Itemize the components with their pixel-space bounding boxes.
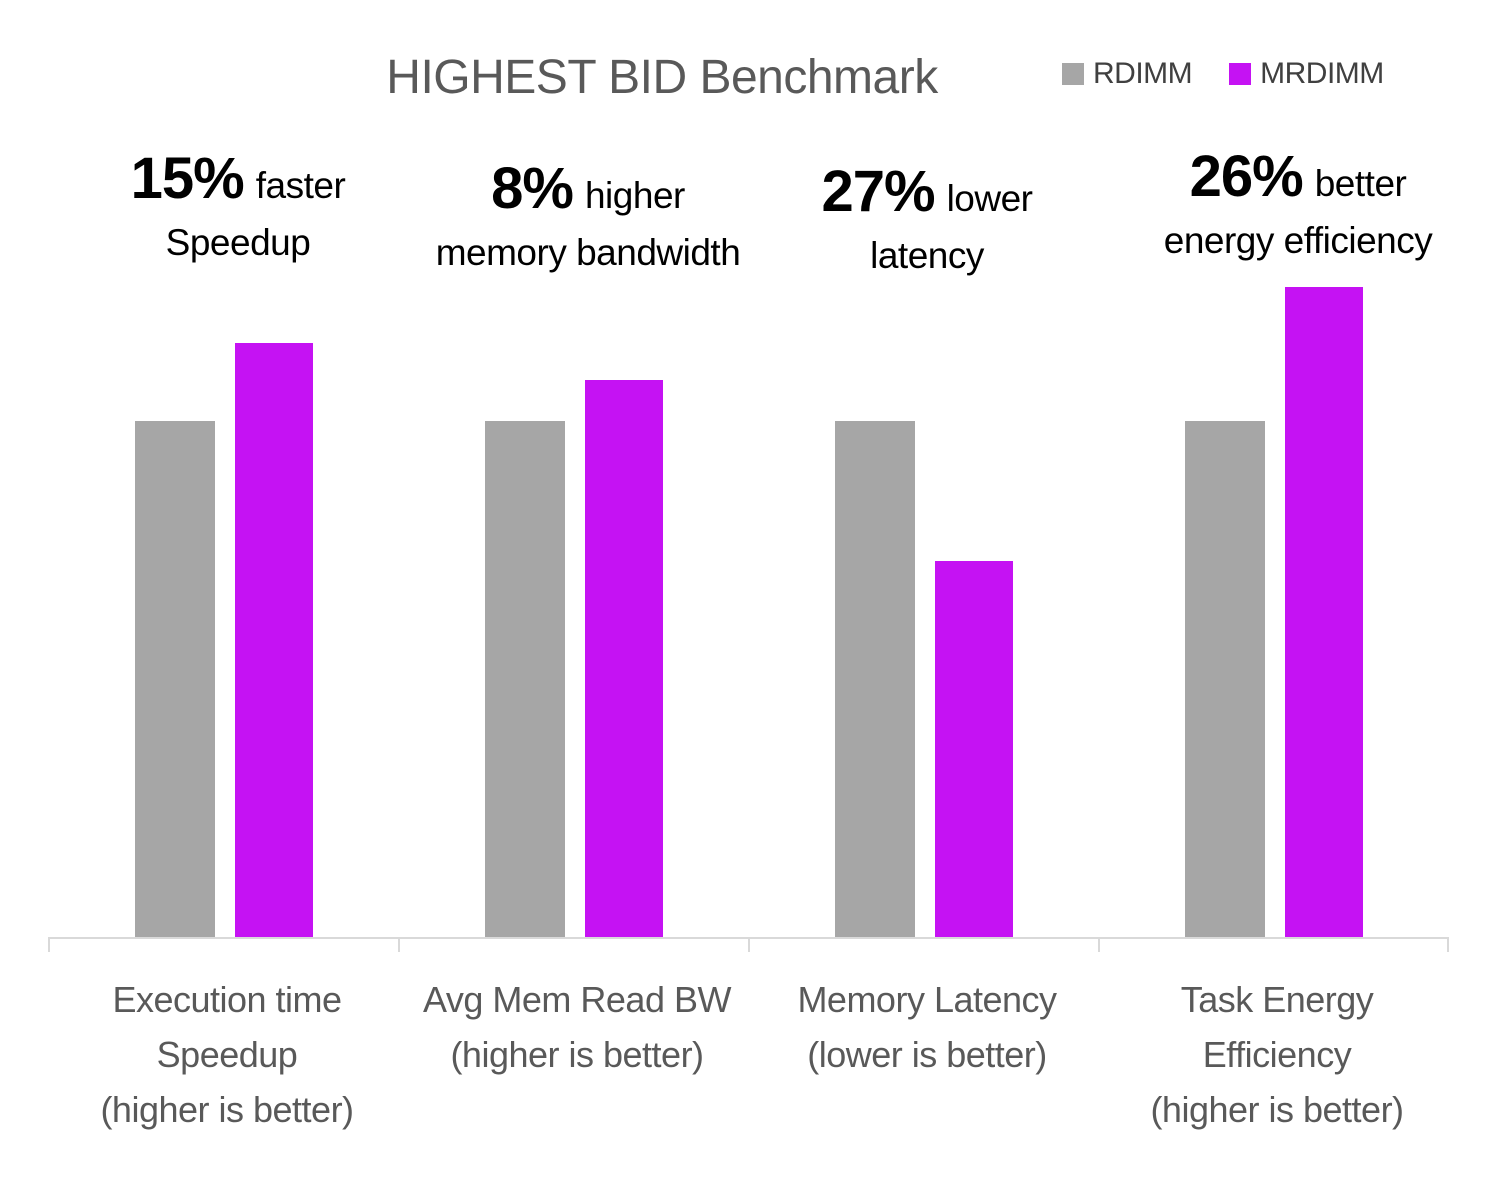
x-axis-tick bbox=[1447, 937, 1449, 952]
x-axis-label-group3: Memory Latency (lower is better) bbox=[797, 979, 1057, 1075]
bar-mrdimm-group3 bbox=[935, 561, 1013, 938]
annotation-subject: Speedup bbox=[165, 222, 311, 263]
annotation-subject: memory bandwidth bbox=[435, 232, 741, 273]
annotation-headline: 26% better bbox=[1113, 148, 1483, 206]
x-axis-tick bbox=[1098, 937, 1100, 952]
annotation-group4: 26% better energy efficiency bbox=[1113, 148, 1483, 262]
bar-mrdimm-group2 bbox=[585, 380, 663, 938]
annotation-suffix: higher bbox=[584, 175, 685, 216]
x-axis-label-group1: Execution time Speedup (higher is better… bbox=[100, 979, 354, 1130]
annotation-percent-value: 8% bbox=[491, 156, 574, 221]
x-axis-tick bbox=[48, 937, 50, 952]
chart-title: HIGHEST BID Benchmark bbox=[386, 51, 938, 104]
annotation-suffix: faster bbox=[255, 165, 346, 206]
x-axis-tick bbox=[398, 937, 400, 952]
annotation-subject: latency bbox=[870, 235, 984, 276]
annotation-group3: 27% lower latency bbox=[742, 163, 1112, 277]
annotation-suffix: lower bbox=[946, 178, 1033, 219]
legend-label-mrdimm: MRDIMM bbox=[1260, 57, 1384, 90]
bar-mrdimm-group4 bbox=[1285, 287, 1363, 938]
annotation-percent-value: 26% bbox=[1189, 144, 1304, 209]
annotation-subject: energy efficiency bbox=[1163, 220, 1433, 261]
annotation-group1: 15% faster Speedup bbox=[53, 150, 423, 264]
annotation-headline: 8% higher bbox=[403, 160, 773, 218]
bar-rdimm-group4 bbox=[1185, 421, 1265, 938]
bar-mrdimm-group1 bbox=[235, 343, 313, 938]
legend: RDIMM MRDIMM bbox=[1062, 57, 1384, 91]
annotation-percent-value: 15% bbox=[130, 146, 245, 211]
annotation-headline: 27% lower bbox=[742, 163, 1112, 221]
legend-item-mrdimm: MRDIMM bbox=[1229, 57, 1384, 91]
x-axis-label-group2: Avg Mem Read BW (higher is better) bbox=[423, 979, 731, 1075]
annotation-group2: 8% higher memory bandwidth bbox=[403, 160, 773, 274]
x-axis-tick bbox=[748, 937, 750, 952]
x-axis-label-group4: Task Energy Efficiency (higher is better… bbox=[1150, 979, 1404, 1130]
legend-swatch-mrdimm bbox=[1229, 63, 1252, 85]
legend-item-rdimm: RDIMM bbox=[1062, 57, 1193, 91]
annotation-headline: 15% faster bbox=[53, 150, 423, 208]
bar-rdimm-group1 bbox=[135, 421, 215, 938]
annotation-percent-value: 27% bbox=[821, 159, 935, 224]
bar-rdimm-group3 bbox=[835, 421, 915, 938]
legend-swatch-rdimm bbox=[1062, 63, 1084, 85]
legend-label-rdimm: RDIMM bbox=[1093, 57, 1193, 90]
bar-rdimm-group2 bbox=[485, 421, 565, 938]
annotation-suffix: better bbox=[1314, 163, 1407, 204]
